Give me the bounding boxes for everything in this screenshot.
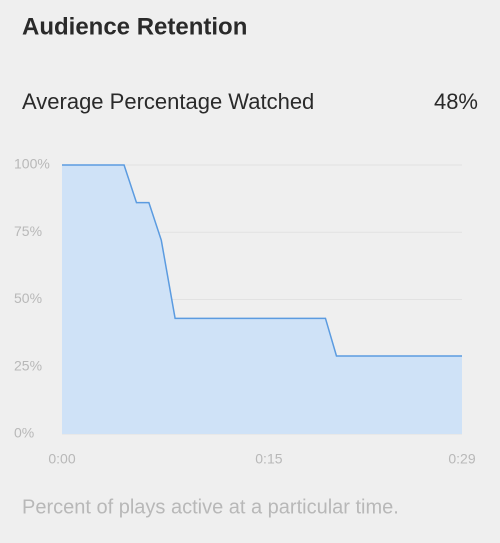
y-tick-label: 100%: [14, 156, 50, 172]
title: Audience Retention: [22, 13, 247, 40]
line: [62, 164, 462, 357]
y-tick-label: 25%: [14, 357, 42, 373]
metric-label: Average Percentage Watched: [22, 89, 314, 114]
y-tick-label: 75%: [14, 223, 42, 239]
x-tick-label: 0:00: [48, 451, 75, 467]
y-tick-label: 0%: [14, 425, 34, 441]
y-tick-label: 50%: [14, 290, 42, 306]
plot: 0% 25% 50% 75% 100% 0:00 0:15 0:29: [14, 156, 476, 467]
x-tick-label: 0:29: [448, 451, 475, 467]
caption: Percent of plays active at a particular …: [22, 496, 399, 518]
x-tick-label: 0:15: [255, 451, 282, 467]
metric-value: 48%: [434, 89, 478, 114]
area: [62, 165, 462, 434]
